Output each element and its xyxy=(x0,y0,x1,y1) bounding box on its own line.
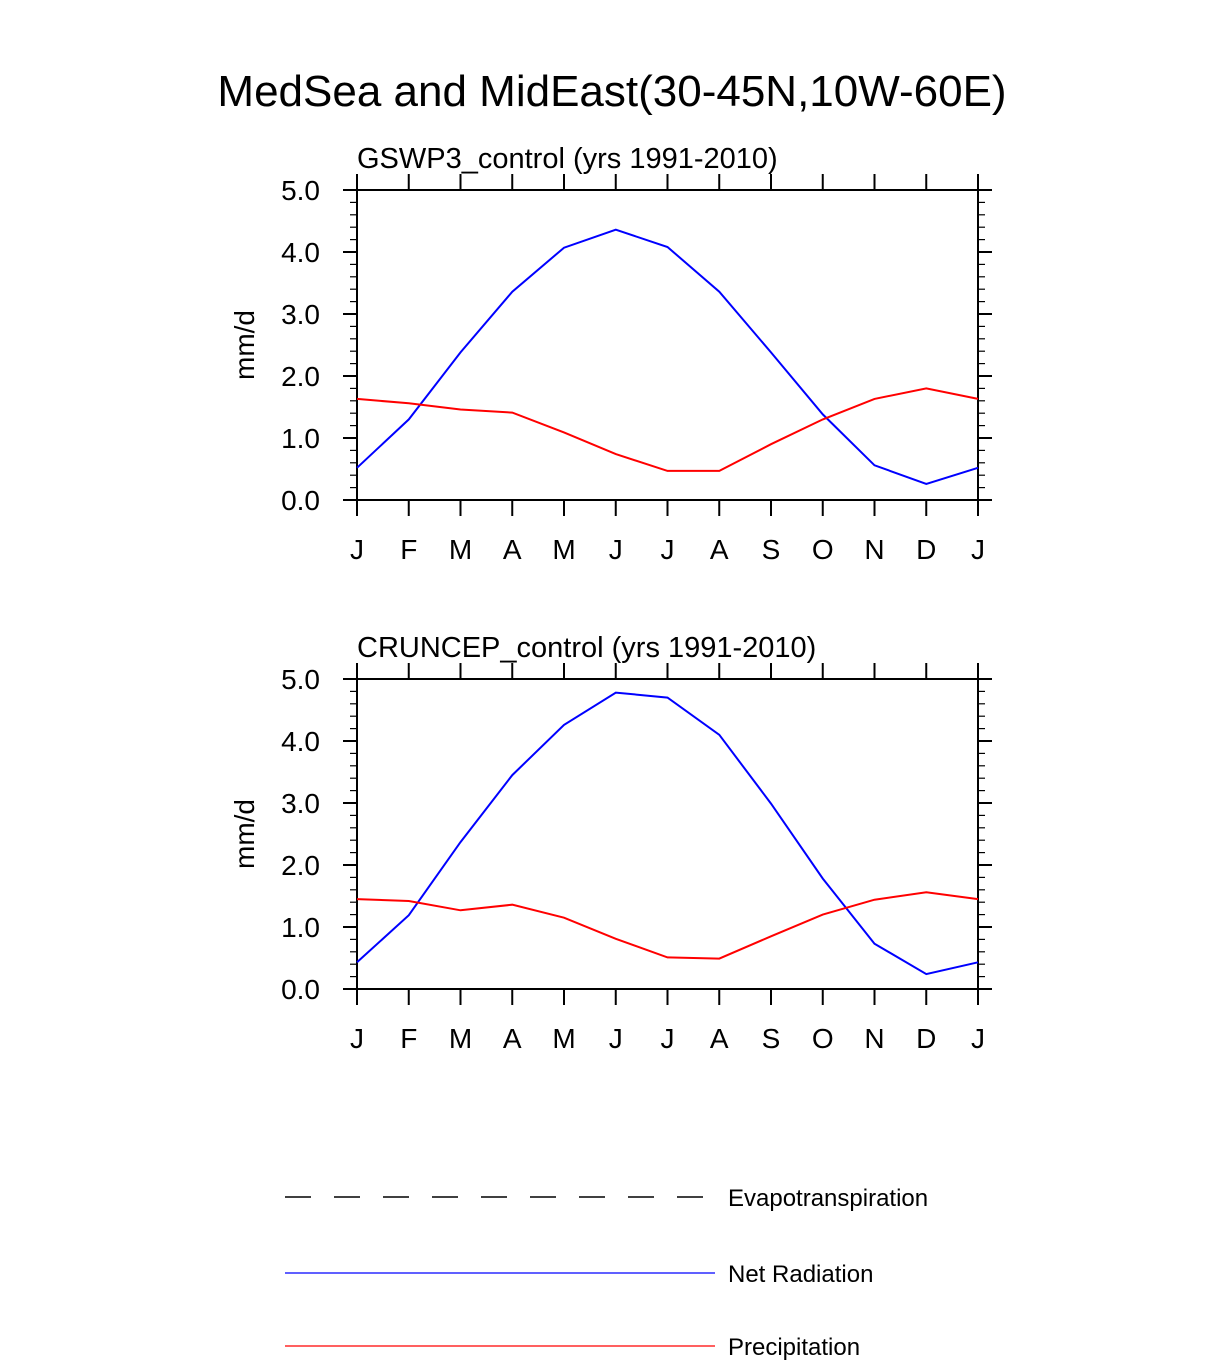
y-tick-label: 5.0 xyxy=(281,175,320,206)
x-tick-label: S xyxy=(762,534,781,565)
x-tick-label: J xyxy=(350,534,364,565)
x-tick-label: D xyxy=(916,534,936,565)
series-line-precipitation xyxy=(356,891,979,960)
x-tick-label: F xyxy=(400,1023,417,1054)
x-tick-label: M xyxy=(449,534,472,565)
x-tick-label: A xyxy=(710,534,729,565)
series-line-precipitation xyxy=(356,387,979,472)
x-tick-label: S xyxy=(762,1023,781,1054)
x-tick-label: M xyxy=(449,1023,472,1054)
panel-gswp3: GSWP3_control (yrs 1991-2010) 0.0 1.0 2.0 3.… xyxy=(229,143,992,565)
x-tick-label: A xyxy=(710,1023,729,1054)
x-tick-label: J xyxy=(971,534,985,565)
x-tick-label: J xyxy=(350,1023,364,1054)
x-tick-label: O xyxy=(812,1023,834,1054)
y-tick-label: 2.0 xyxy=(281,361,320,392)
x-tick-label: D xyxy=(916,1023,936,1054)
x-tick-label: N xyxy=(864,534,884,565)
legend-label-precipitation: Precipitation xyxy=(728,1334,860,1360)
y-tick-label: 0.0 xyxy=(281,974,320,1005)
x-tick-label: A xyxy=(503,1023,522,1054)
x-tick-label: J xyxy=(661,534,675,565)
y-tick-label: 3.0 xyxy=(281,788,320,819)
x-tick-label: J xyxy=(971,1023,985,1054)
y-tick-label: 4.0 xyxy=(281,237,320,268)
y-tick-label: 3.0 xyxy=(281,299,320,330)
series-line-net-radiation xyxy=(356,228,979,485)
x-tick-label: M xyxy=(552,534,575,565)
plot-frame xyxy=(356,189,979,501)
x-tick-label: J xyxy=(661,1023,675,1054)
x-tick-label: J xyxy=(609,534,623,565)
x-tick-label: J xyxy=(609,1023,623,1054)
panel-cruncep: CRUNCEP_control (yrs 1991-2010) 0.0 1.0 2.0… xyxy=(229,632,992,1054)
y-tick-label: 1.0 xyxy=(281,423,320,454)
x-tick-label: A xyxy=(503,534,522,565)
figure-title: MedSea and MidEast(30-45N,10W-60E) xyxy=(217,67,1006,116)
y-tick-label: 4.0 xyxy=(281,726,320,757)
y-axis-label: mm/d xyxy=(229,310,260,380)
series-line-net-radiation xyxy=(356,691,979,976)
legend-label-net-radiation: Net Radiation xyxy=(728,1261,873,1288)
panel-title: CRUNCEP_control (yrs 1991-2010) xyxy=(357,632,816,664)
x-tick-label: M xyxy=(552,1023,575,1054)
y-axis-label: mm/d xyxy=(229,799,260,869)
x-tick-label: O xyxy=(812,534,834,565)
x-tick-label: N xyxy=(864,1023,884,1054)
legend-label-evapotranspiration: Evapotranspiration xyxy=(728,1185,928,1212)
y-tick-label: 0.0 xyxy=(281,485,320,516)
y-tick-label: 2.0 xyxy=(281,850,320,881)
y-tick-label: 1.0 xyxy=(281,912,320,943)
plot-frame xyxy=(356,678,979,990)
x-tick-label: F xyxy=(400,534,417,565)
y-tick-label: 5.0 xyxy=(281,664,320,695)
panel-title: GSWP3_control (yrs 1991-2010) xyxy=(357,143,778,175)
legend: Evapotranspiration Net Radiation Precipita… xyxy=(285,1185,928,1360)
